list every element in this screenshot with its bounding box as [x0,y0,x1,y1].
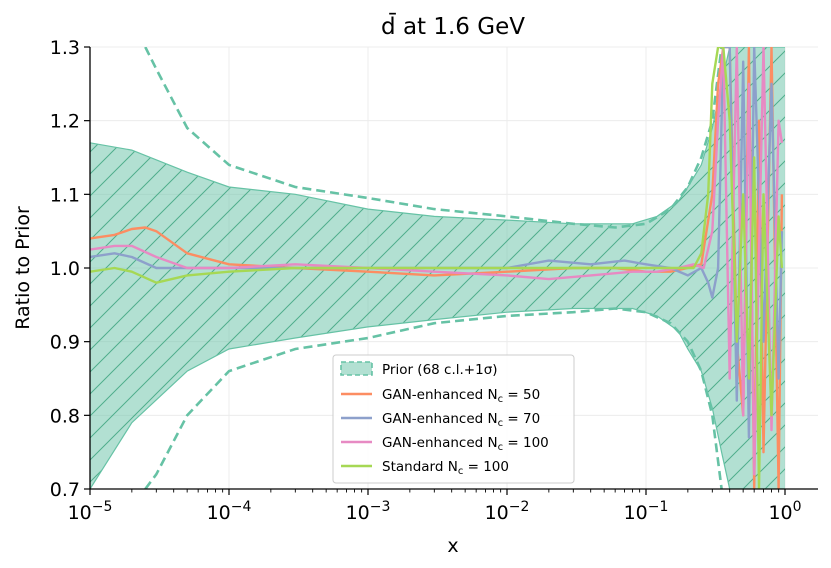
x-axis-title: x [447,535,458,557]
y-tick-label: 1.1 [50,184,80,206]
y-tick-label: 1.2 [50,111,80,133]
legend-label-prior: Prior (68 c.l.+1σ) [382,362,498,378]
y-tick-label: 0.8 [50,405,80,427]
x-tick-label: 10−3 [346,499,391,524]
legend: Prior (68 c.l.+1σ) GAN-enhanced Nc = 50 G… [332,354,575,484]
y-tick-label: 0.7 [50,479,80,501]
y-ticks: 0.7 0.8 0.9 1.0 1.1 1.2 1.3 [50,37,90,501]
y-axis-title: Ratio to Prior [12,206,34,330]
prior-band-upper-edge [90,47,785,225]
x-ticks: 10−5 10−4 10−3 10−2 10−1 100 [68,489,802,524]
prior-dashed-upper [144,47,723,229]
chart-title: d̄ at 1.6 GeV [381,12,525,40]
legend-label-series-1: GAN-enhanced Nc = 50 [382,387,540,405]
legend-swatch-prior [340,361,373,376]
y-tick-label: 1.0 [50,258,80,280]
y-tick-label: 0.9 [50,332,80,354]
series-line-4 [90,47,784,489]
x-tick-label: 10−2 [485,499,530,524]
x-tick-label: 100 [768,499,801,524]
legend-label-series-2: GAN-enhanced Nc = 70 [382,411,540,429]
legend-label-series-3: GAN-enhanced Nc = 100 [382,435,549,453]
x-tick-label: 10−1 [624,499,669,524]
x-tick-label: 10−4 [207,499,252,524]
series-group [90,47,784,489]
legend-label-series-4: Standard Nc = 100 [382,459,509,477]
y-tick-label: 1.3 [50,37,80,59]
legend-frame [332,354,575,484]
x-tick-label: 10−5 [68,499,113,524]
prior-dashed-lower [144,307,723,489]
